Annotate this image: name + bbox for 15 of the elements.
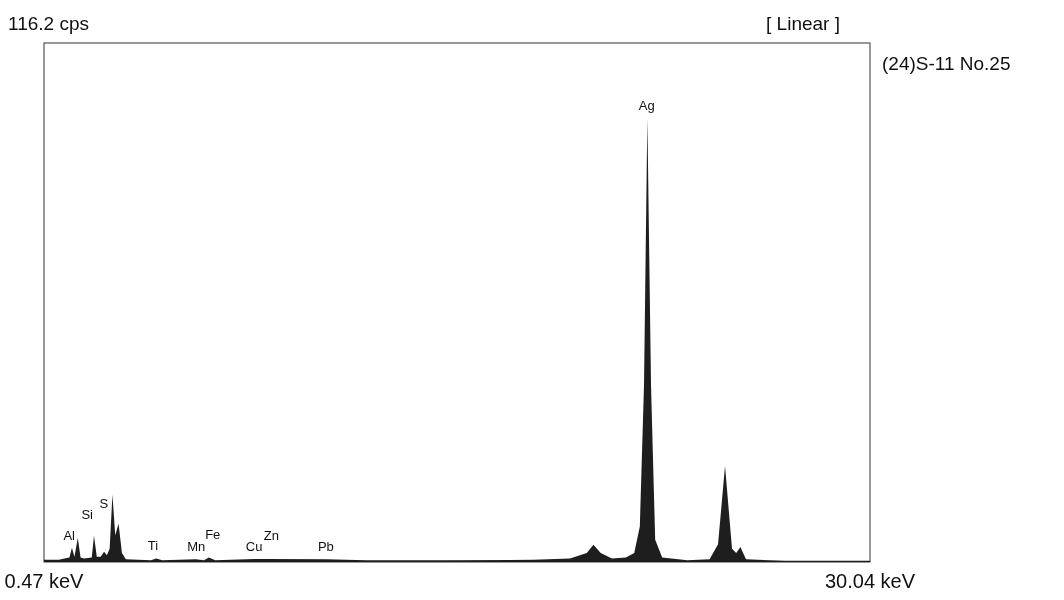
annotation: Fe <box>205 526 221 542</box>
annotation: Al <box>63 527 76 543</box>
x-tick-label: 30.04 keV <box>824 570 916 592</box>
annotation: Si <box>81 507 94 523</box>
annotation: Pb <box>317 539 334 555</box>
text: (24)S-11 No.25 <box>882 53 1011 74</box>
annotation: Ag <box>638 98 655 113</box>
text: [ Linear ] <box>766 13 840 34</box>
x-tick-label: 0.47 keV <box>4 570 85 592</box>
text: 116.2 cps <box>8 13 89 34</box>
annotation: Cu <box>245 538 263 554</box>
annotation: Mn <box>187 539 206 555</box>
annotation: S <box>99 496 109 512</box>
annotation: Ti <box>147 538 159 554</box>
annotation: Zn <box>263 527 280 543</box>
